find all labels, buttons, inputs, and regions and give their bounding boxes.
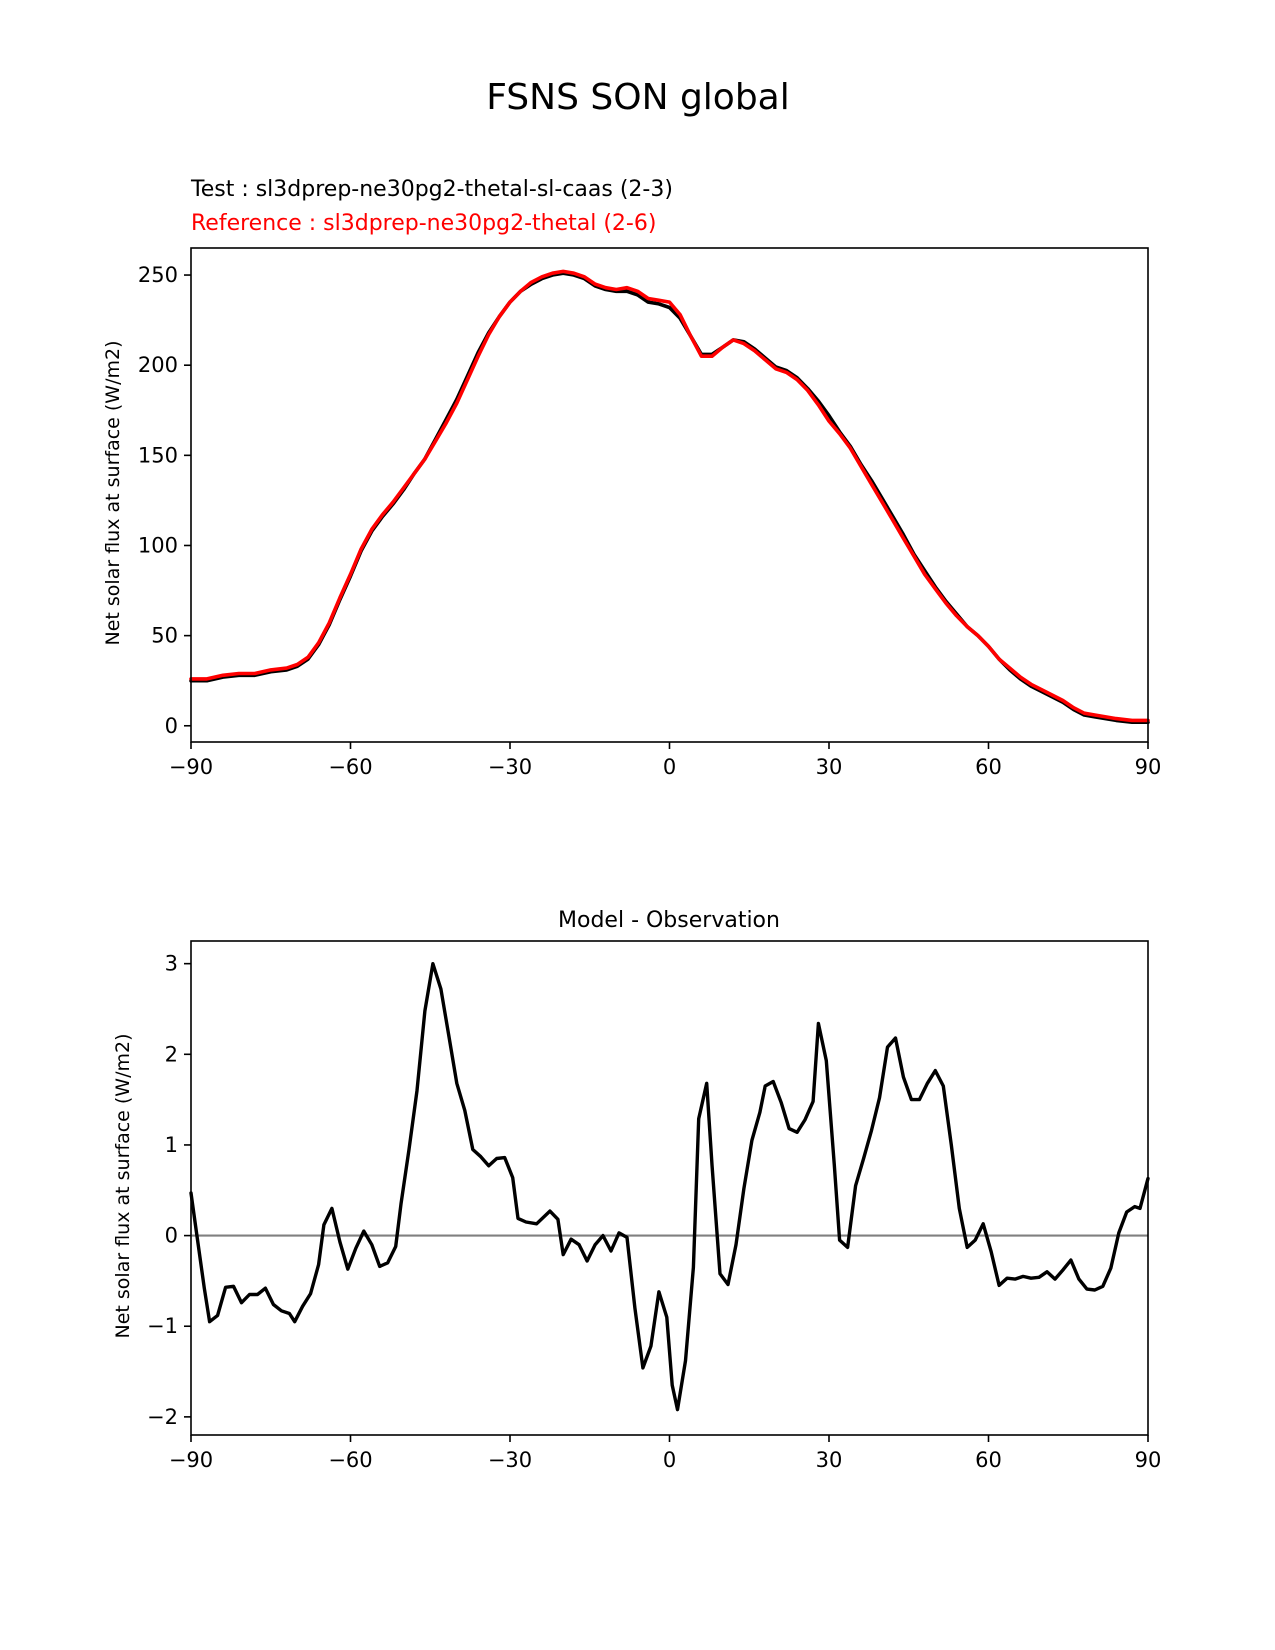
x-tick-label: −30 xyxy=(488,1448,532,1472)
y-tick-label: 100 xyxy=(138,533,178,557)
series-line-test xyxy=(189,271,1150,724)
x-tick-label: −60 xyxy=(328,1448,372,1472)
series-line xyxy=(189,962,1150,1412)
y-tick-label: 50 xyxy=(151,624,178,648)
reference-label: Reference : sl3dprep-ne30pg2-thetal (2-6… xyxy=(191,211,656,236)
panel-difference: Model - Observation Net solar flux at su… xyxy=(112,908,1161,1472)
x-tick-label: 60 xyxy=(975,755,1002,779)
y-tick-label: 0 xyxy=(165,714,178,738)
x-tick-label: 0 xyxy=(663,755,676,779)
x-tick-label: 90 xyxy=(1135,1448,1162,1472)
x-tick-label: 0 xyxy=(663,1448,676,1472)
x-tick-label: 30 xyxy=(816,755,843,779)
test-label: Test : sl3dprep-ne30pg2-thetal-sl-caas (… xyxy=(190,177,673,202)
y-tick-label: 2 xyxy=(165,1042,178,1066)
y-tick-label: 200 xyxy=(138,353,178,377)
y-tick-label: 250 xyxy=(138,263,178,287)
x-tick-label: −60 xyxy=(328,755,372,779)
figure-title: FSNS SON global xyxy=(486,77,790,118)
y-tick-label: 3 xyxy=(165,952,178,976)
y-tick-label: 1 xyxy=(165,1133,178,1157)
x-tick-label: 90 xyxy=(1135,755,1162,779)
x-tick-label: −90 xyxy=(169,755,213,779)
x-tick-label: −90 xyxy=(169,1448,213,1472)
panel-title: Model - Observation xyxy=(558,908,780,933)
y-tick-label: −1 xyxy=(147,1314,178,1338)
panel-absolute-values: Test : sl3dprep-ne30pg2-thetal-sl-caas (… xyxy=(102,177,1161,779)
x-tick-label: −30 xyxy=(488,755,532,779)
x-tick-label: 30 xyxy=(816,1448,843,1472)
series-line-reference xyxy=(189,269,1150,723)
plot-frame xyxy=(190,247,1149,743)
y-tick-label: 150 xyxy=(138,443,178,467)
y-axis-label: Net solar flux at surface (W/m2) xyxy=(112,1034,134,1339)
x-tick-label: 60 xyxy=(975,1448,1002,1472)
y-tick-label: 0 xyxy=(165,1224,178,1248)
y-axis-label: Net solar flux at surface (W/m2) xyxy=(102,341,124,646)
y-tick-label: −2 xyxy=(147,1405,178,1429)
